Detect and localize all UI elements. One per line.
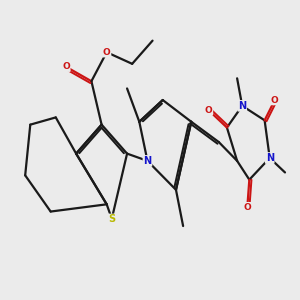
Text: S: S [108,214,116,224]
Text: N: N [266,153,274,163]
Text: O: O [62,62,70,71]
Text: O: O [271,95,279,104]
Text: N: N [238,101,246,111]
Text: N: N [143,156,152,166]
Text: O: O [205,106,212,115]
Text: O: O [103,48,111,57]
Text: O: O [243,203,251,212]
